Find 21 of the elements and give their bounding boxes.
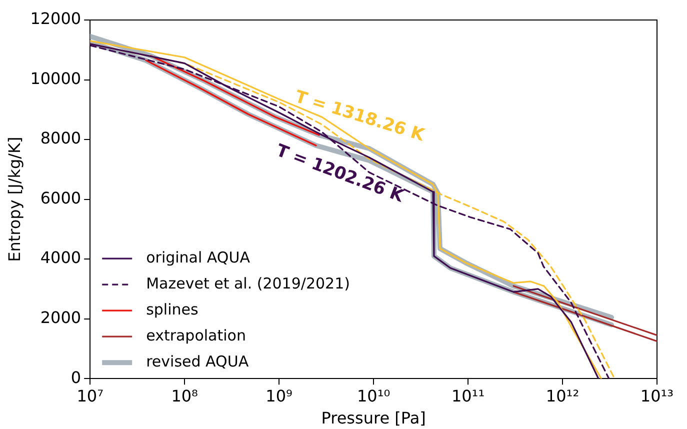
y-tick-label: 6000: [40, 188, 82, 208]
y-tick-label: 12000: [30, 9, 82, 28]
legend-label: revised AQUA: [146, 352, 250, 370]
x-axis-title: Pressure [Pa]: [321, 408, 426, 428]
y-tick-label: 4000: [40, 248, 82, 268]
x-tick-label: 10¹³: [640, 386, 674, 406]
x-tick-label: 10¹⁰: [356, 386, 390, 406]
legend-label: splines: [146, 300, 199, 318]
x-tick-label: 10⁹: [266, 386, 292, 406]
x-tick-label: 10¹¹: [451, 386, 485, 406]
x-tick-label: 10¹²: [546, 386, 580, 406]
x-tick-label: 10⁸: [171, 386, 198, 406]
legend-label: Mazevet et al. (2019/2021): [146, 274, 350, 292]
x-tick-label: 10⁷: [76, 386, 104, 406]
legend-label: original AQUA: [146, 248, 251, 266]
y-axis-title: Entropy [J/kg/K]: [4, 136, 24, 262]
y-tick-label: 0: [70, 368, 82, 387]
y-tick-label: 8000: [40, 128, 82, 148]
y-tick-label: 10000: [30, 68, 82, 88]
y-tick-label: 2000: [40, 308, 82, 327]
legend-label: extrapolation: [146, 326, 246, 344]
